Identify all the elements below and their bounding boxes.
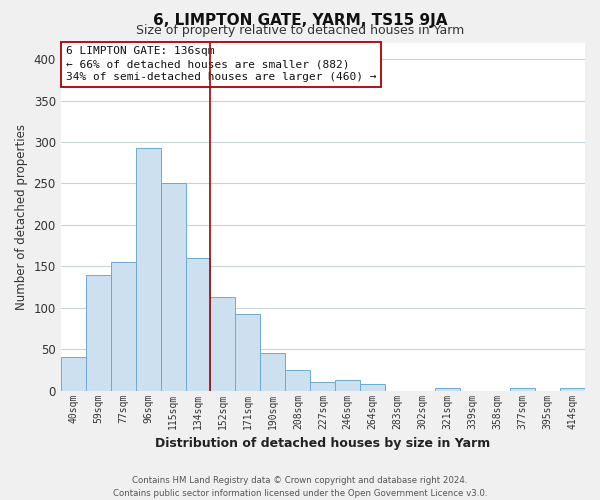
Text: 6 LIMPTON GATE: 136sqm
← 66% of detached houses are smaller (882)
34% of semi-de: 6 LIMPTON GATE: 136sqm ← 66% of detached… <box>66 46 376 82</box>
Bar <box>86 274 110 390</box>
Y-axis label: Number of detached properties: Number of detached properties <box>15 124 28 310</box>
Bar <box>310 382 335 390</box>
Bar <box>286 370 310 390</box>
Bar <box>211 297 235 390</box>
Bar <box>185 258 211 390</box>
Text: Contains HM Land Registry data © Crown copyright and database right 2024.
Contai: Contains HM Land Registry data © Crown c… <box>113 476 487 498</box>
Bar <box>335 380 360 390</box>
Bar <box>110 262 136 390</box>
Bar <box>360 384 385 390</box>
Text: Size of property relative to detached houses in Yarm: Size of property relative to detached ho… <box>136 24 464 37</box>
Text: 6, LIMPTON GATE, YARM, TS15 9JA: 6, LIMPTON GATE, YARM, TS15 9JA <box>153 12 447 28</box>
Bar <box>510 388 535 390</box>
Bar <box>161 182 185 390</box>
Bar <box>435 388 460 390</box>
X-axis label: Distribution of detached houses by size in Yarm: Distribution of detached houses by size … <box>155 437 490 450</box>
Bar <box>136 148 161 390</box>
Bar <box>61 358 86 390</box>
Bar <box>235 314 260 390</box>
Bar <box>560 388 585 390</box>
Bar <box>260 352 286 391</box>
